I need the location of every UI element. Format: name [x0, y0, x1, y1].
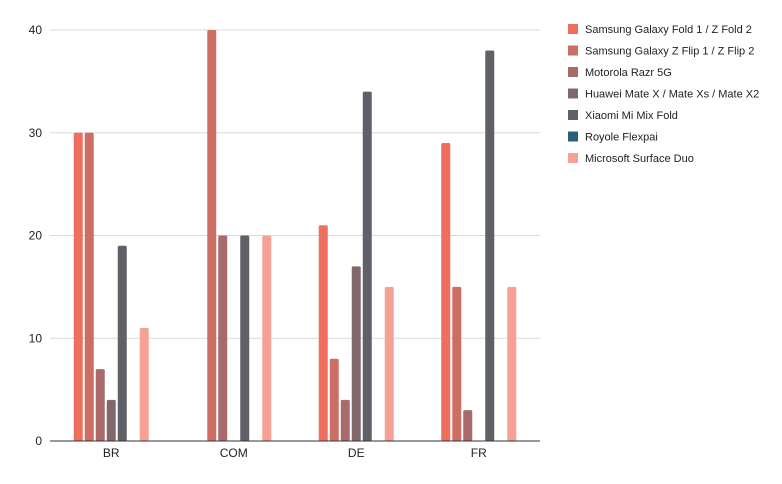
legend-swatch: [568, 67, 578, 77]
bar: [329, 358, 339, 441]
legend-swatch: [568, 24, 578, 34]
legend-label: Microsoft Surface Duo: [585, 153, 694, 165]
bar: [485, 50, 495, 442]
x-axis-ticks: BR COM DE FR: [103, 446, 487, 460]
bar: [73, 132, 83, 441]
legend-swatch: [568, 110, 578, 120]
bar: [106, 399, 116, 441]
x-tick-label: BR: [103, 446, 120, 460]
bar: [240, 235, 250, 441]
bar: [84, 132, 94, 441]
legend-label: Samsung Galaxy Fold 1 / Z Fold 2: [585, 24, 752, 36]
bar: [452, 286, 462, 441]
y-tick-label: 10: [29, 331, 43, 345]
legend-swatch: [568, 131, 578, 142]
bar: [463, 410, 473, 441]
y-tick-label: 30: [29, 126, 43, 140]
bar: [318, 225, 328, 441]
bar: [351, 266, 361, 441]
y-axis-ticks: 0 10 20 30 40: [29, 23, 43, 448]
bar: [262, 235, 272, 441]
bar: [218, 235, 228, 441]
bar: [95, 369, 105, 441]
bar: [362, 91, 372, 442]
x-tick-label: COM: [220, 446, 248, 460]
bars: [73, 30, 517, 442]
legend: Samsung Galaxy Fold 1 / Z Fold 2 Samsung …: [568, 24, 759, 165]
legend-swatch: [568, 88, 578, 99]
legend-label: Royole Flexpai: [585, 132, 658, 144]
y-tick-label: 40: [29, 23, 43, 37]
legend-label: Samsung Galaxy Z Flip 1 / Z Flip 2: [585, 46, 754, 58]
legend-label: Huawei Mate X / Mate Xs / Mate X2: [585, 89, 759, 101]
bar: [340, 399, 350, 441]
bar: [207, 30, 217, 441]
legend-label: Motorola Razr 5G: [585, 67, 672, 79]
legend-swatch: [568, 153, 578, 163]
legend-label: Xiaomi Mi Mix Fold: [585, 110, 678, 122]
bar: [441, 143, 451, 441]
y-tick-label: 0: [35, 434, 42, 448]
bar: [117, 245, 127, 441]
legend-swatch: [568, 45, 578, 56]
bar: [384, 286, 394, 441]
x-tick-label: FR: [471, 446, 487, 460]
x-tick-label: DE: [348, 446, 365, 460]
bar: [507, 286, 517, 441]
bar: [139, 327, 149, 441]
y-tick-label: 20: [29, 229, 43, 243]
